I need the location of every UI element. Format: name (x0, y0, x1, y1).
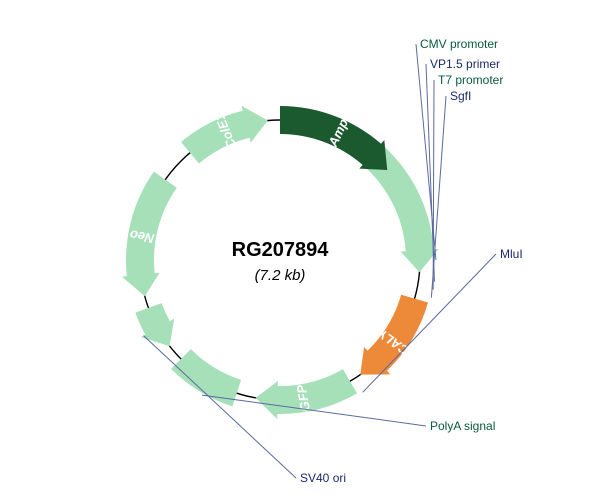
callout-polya_sig: PolyA signal (430, 419, 495, 433)
segment-polya (171, 349, 241, 406)
callout-mlui: MluI (500, 247, 523, 261)
segment-sv40 (135, 303, 174, 346)
callout-sgfi: SgfI (450, 89, 471, 103)
plasmid-size: (7.2 kb) (255, 267, 306, 284)
callout-vp15: VP1.5 primer (430, 57, 500, 71)
plasmid-name: RG207894 (232, 239, 330, 261)
callout-sv40_ori: SV40 ori (300, 471, 346, 485)
callout-line-mlui (363, 254, 496, 392)
callout-t7: T7 promoter (438, 73, 503, 87)
callout-cmv_prom: CMV promoter (420, 37, 498, 51)
